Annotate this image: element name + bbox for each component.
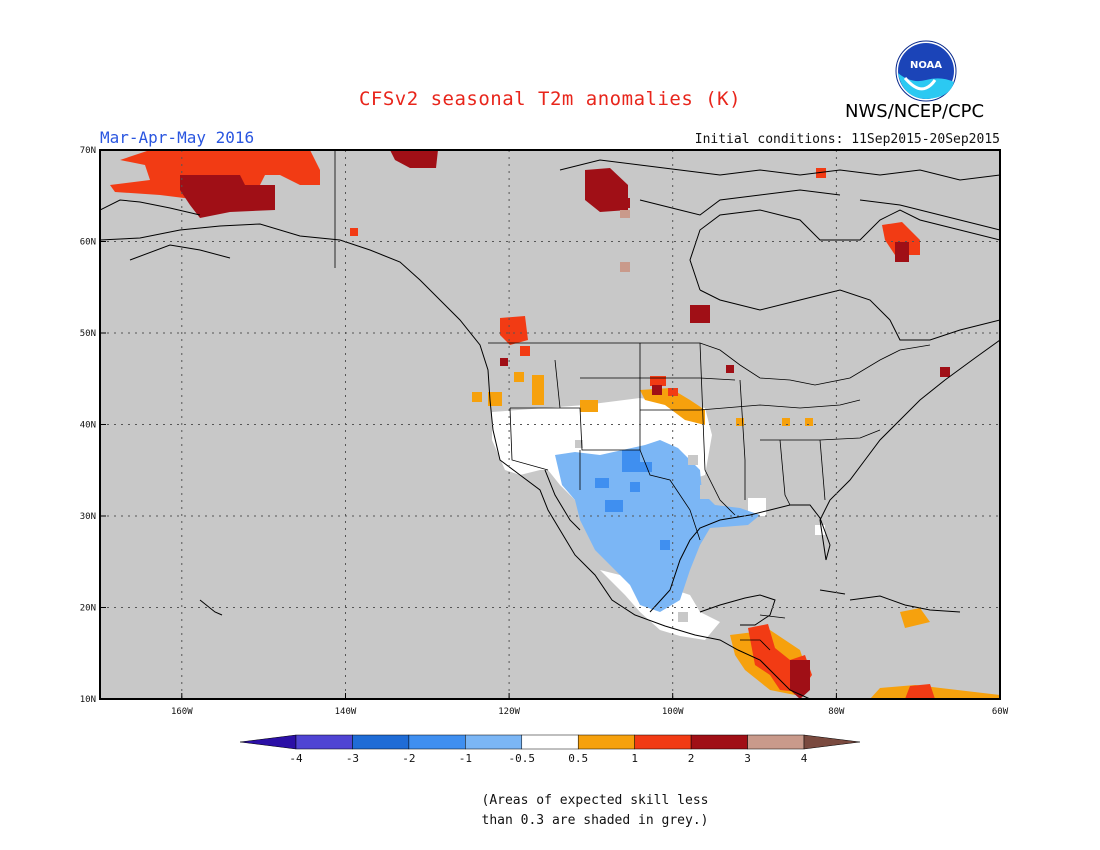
longitude-labels: 160W 140W 120W 100W 80W 60W <box>171 707 1009 717</box>
chart-title: CFSv2 seasonal T2m anomalies (K) <box>358 88 742 110</box>
colorbar-label: -3 <box>346 752 359 765</box>
colorbar-label: 3 <box>744 752 751 765</box>
lat-label-50N: 50N <box>80 329 96 339</box>
agency-label: NWS/NCEP/CPC <box>845 101 985 122</box>
colorbar-swatch <box>747 734 805 750</box>
lat-label-70N: 70N <box>80 146 96 156</box>
lon-label-80W: 80W <box>828 707 845 717</box>
colorbar-label: -1 <box>459 752 472 765</box>
colorbar-swatch <box>577 734 635 750</box>
lon-label-140W: 140W <box>335 707 357 717</box>
initial-conditions-label: Initial conditions: 11Sep2015-20Sep2015 <box>694 132 1000 147</box>
grid-lines <box>100 150 1000 699</box>
anomaly-shading <box>110 150 1000 699</box>
colorbar-label: -2 <box>402 752 415 765</box>
colorbar-swatch <box>465 734 523 750</box>
colorbar-swatch <box>408 734 466 750</box>
lat-label-40N: 40N <box>80 421 96 431</box>
axis-ticks <box>100 149 1001 700</box>
lon-label-100W: 100W <box>662 707 684 717</box>
lat-label-30N: 30N <box>80 512 96 522</box>
lon-label-160W: 160W <box>171 707 193 717</box>
season-label: Mar-Apr-May 2016 <box>100 128 255 147</box>
colorbar-swatch <box>634 734 692 750</box>
colorbar-label: 1 <box>631 752 638 765</box>
colorbar-low-arrow <box>239 734 297 750</box>
lat-label-20N: 20N <box>80 604 96 614</box>
colorbar-swatch <box>521 734 579 750</box>
colorbar-high-arrow <box>803 734 861 750</box>
colorbar-swatch <box>690 734 748 750</box>
colorbar-label: -0.5 <box>509 752 536 765</box>
latitude-labels: 10N 20N 30N 40N 50N 60N 70N <box>80 146 96 705</box>
colorbar-label: 4 <box>801 752 808 765</box>
colorbar-label: 0.5 <box>568 752 588 765</box>
skill-note-line2: than 0.3 are shaded in grey.) <box>481 813 709 828</box>
colorbar-label: 2 <box>688 752 695 765</box>
noaa-logo-text: NOAA <box>910 60 942 71</box>
colorbar-label: -4 <box>289 752 303 765</box>
political-boundaries <box>334 150 931 651</box>
colorbar: -4 -3 -2 -1 -0.5 0.5 1 2 3 4 <box>239 734 861 765</box>
coastlines <box>100 159 1000 699</box>
lon-label-120W: 120W <box>498 707 520 717</box>
colorbar-swatch <box>352 734 410 750</box>
lat-label-60N: 60N <box>80 238 96 248</box>
colorbar-swatch <box>295 734 353 750</box>
noaa-logo-icon: NOAA <box>895 40 957 102</box>
skill-note-line1: (Areas of expected skill less <box>481 793 709 808</box>
lat-label-10N: 10N <box>80 695 96 705</box>
lon-label-60W: 60W <box>992 707 1009 717</box>
